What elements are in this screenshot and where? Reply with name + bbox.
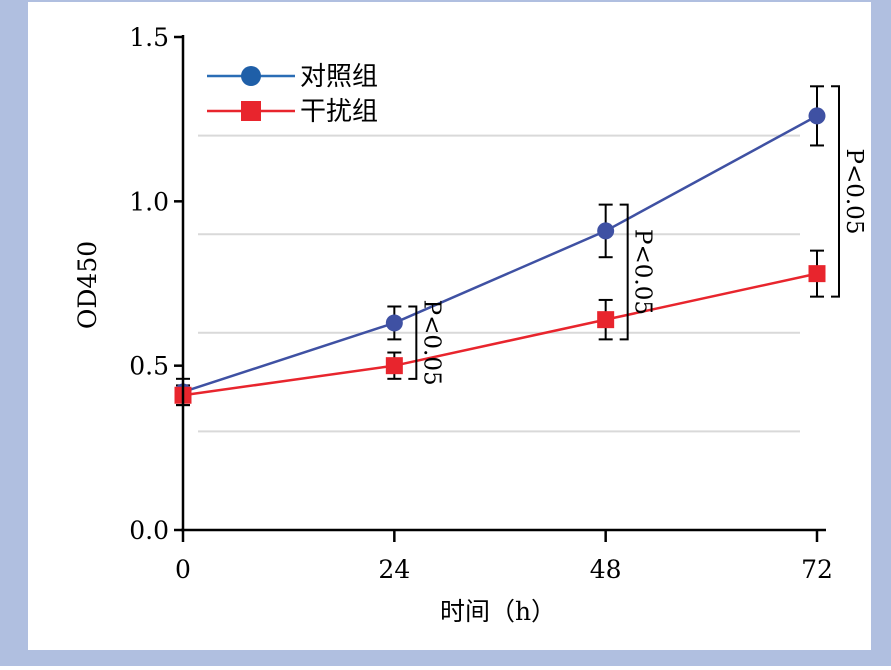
y-tick-label: 1.0: [129, 187, 169, 216]
significance-label: P<0.05: [630, 229, 656, 315]
y-tick-label: 0.5: [129, 352, 169, 381]
data-point: [597, 311, 615, 329]
series-lines: [182, 114, 818, 397]
data-point: [808, 107, 826, 125]
y-tick-label: 0.0: [129, 516, 169, 545]
data-point: [597, 222, 615, 240]
x-tick-label: 0: [175, 555, 191, 584]
bracket-line: [408, 305, 418, 380]
significance-bracket: P<0.05: [619, 203, 656, 341]
legend-label: 干扰组: [300, 97, 378, 127]
significance-label: P<0.05: [841, 148, 867, 234]
legend-label: 对照组: [300, 62, 378, 92]
legend-entry: 干扰组: [207, 97, 378, 127]
y-axis-label: OD450: [73, 241, 102, 329]
y-tick-label: 1.5: [129, 23, 169, 52]
x-tick-label: 72: [801, 555, 833, 584]
series-line: [182, 272, 818, 397]
grid-lines: [198, 134, 800, 433]
legend-marker: [241, 66, 261, 86]
data-markers: [174, 107, 826, 404]
legend-entry: 对照组: [207, 62, 378, 92]
series-line: [182, 114, 818, 394]
x-tick-label: 24: [378, 555, 410, 584]
data-point: [385, 314, 403, 332]
plot-panel: [28, 2, 871, 650]
data-point: [808, 265, 826, 283]
significance-bracket: P<0.05: [408, 300, 444, 386]
x-axis-label: 时间（h）: [440, 597, 556, 626]
legend-marker: [241, 101, 261, 121]
x-tick-label: 48: [590, 555, 622, 584]
significance-bracket: P<0.05: [831, 85, 867, 298]
bracket-line: [619, 203, 629, 341]
bracket-line: [831, 85, 840, 298]
significance-annotations: P<0.05 P<0.05 P<0.05: [408, 85, 867, 386]
significance-label: P<0.05: [418, 300, 444, 386]
axes: 0.0 0.5 1.0 1.5 0 24 48 72: [129, 23, 833, 584]
data-point: [385, 357, 403, 375]
